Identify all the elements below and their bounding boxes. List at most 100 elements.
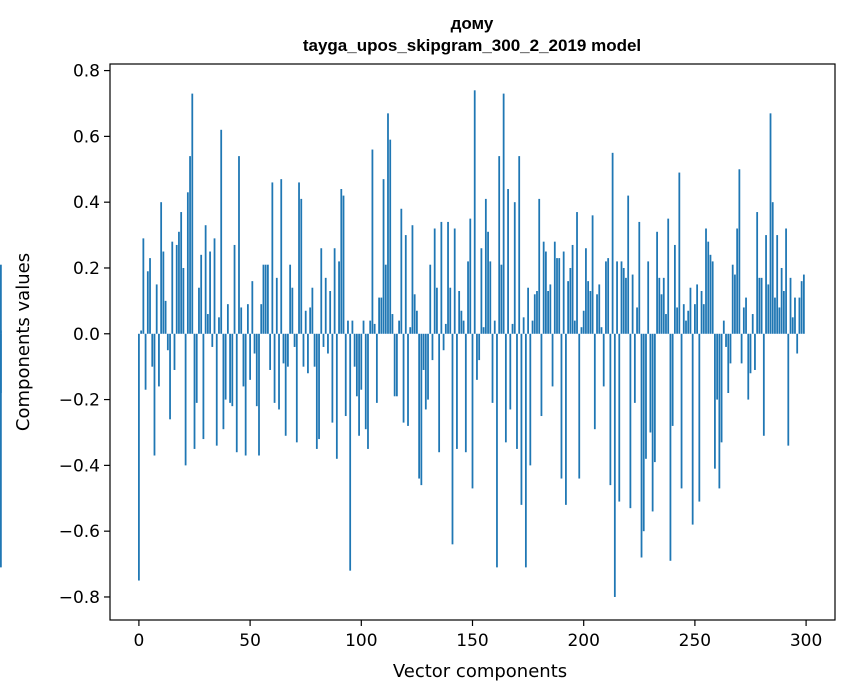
bar [467, 261, 469, 334]
bar [364, 333, 367, 430]
bar [720, 333, 723, 443]
bar [547, 291, 549, 334]
bar [211, 333, 214, 347]
bar [295, 333, 298, 443]
bar [531, 320, 534, 334]
bar [300, 198, 303, 334]
bar [618, 333, 621, 502]
bar [424, 333, 427, 410]
bar [160, 202, 163, 334]
bar [186, 192, 189, 334]
bar [776, 235, 779, 334]
bar [569, 267, 572, 334]
bar [758, 277, 761, 334]
bar [780, 267, 783, 334]
bar [164, 300, 167, 334]
bar [304, 310, 307, 334]
bar [736, 228, 739, 334]
bar [287, 333, 289, 367]
bar [202, 333, 205, 440]
bar [711, 261, 714, 334]
bar [669, 333, 672, 561]
chart-title: дому [451, 14, 494, 33]
bar [367, 333, 369, 449]
bar [511, 323, 514, 334]
bar [560, 333, 563, 479]
bar [462, 320, 465, 334]
bar [558, 258, 561, 334]
x-tick-label: 200 [567, 631, 599, 651]
bar [658, 277, 661, 334]
bar [707, 241, 710, 334]
bar [335, 333, 338, 459]
bar [471, 333, 474, 489]
bar [273, 333, 276, 403]
bar [218, 317, 220, 334]
bar [204, 225, 207, 334]
bar [509, 333, 512, 410]
bar [527, 287, 529, 334]
bar [600, 327, 603, 334]
bar [393, 333, 396, 397]
bar [496, 333, 498, 568]
bar [371, 149, 374, 334]
bar [591, 215, 594, 334]
bar [676, 307, 678, 334]
bar [529, 333, 532, 466]
bar [640, 333, 643, 558]
bar [155, 284, 158, 334]
bar [518, 156, 521, 334]
bar [742, 307, 745, 334]
bar [349, 333, 352, 571]
bar [407, 333, 409, 426]
bar [418, 333, 421, 479]
bar [242, 333, 245, 387]
bar [358, 333, 360, 436]
bar [609, 333, 612, 486]
x-axis-label: Vector components [393, 661, 567, 682]
bar [373, 323, 376, 334]
y-tick-label: 0.8 [73, 62, 100, 82]
bar [318, 333, 320, 440]
bar [369, 320, 372, 334]
bar [173, 333, 176, 370]
bar [453, 228, 456, 334]
bar [749, 333, 752, 374]
bar [282, 333, 285, 364]
bar [260, 304, 263, 334]
y-tick-label: −0.4 [59, 456, 100, 476]
bar [0, 264, 2, 334]
bar [384, 264, 387, 334]
bar [662, 277, 665, 334]
bar [576, 212, 578, 334]
bar [800, 281, 803, 334]
bar [725, 333, 727, 347]
bar [698, 333, 701, 502]
bar [696, 284, 699, 334]
bar [380, 297, 383, 334]
bar [767, 284, 770, 334]
bar [262, 264, 265, 334]
bar [422, 333, 425, 370]
bar [427, 333, 429, 400]
bar [785, 228, 787, 334]
bar [756, 212, 759, 334]
bar [480, 248, 483, 334]
bar [389, 139, 392, 334]
bar [149, 258, 151, 334]
bar [284, 333, 287, 436]
bar [258, 333, 260, 456]
bar [267, 264, 269, 334]
y-tick-label: −0.8 [59, 588, 100, 608]
bar [645, 333, 647, 459]
bar [253, 333, 256, 354]
bar [705, 228, 707, 334]
bar [438, 333, 441, 453]
bar [460, 310, 463, 334]
bar [175, 244, 178, 334]
bar [151, 333, 154, 367]
bar [440, 221, 443, 334]
bar [158, 333, 160, 387]
bar [251, 281, 254, 334]
bar [751, 314, 754, 334]
